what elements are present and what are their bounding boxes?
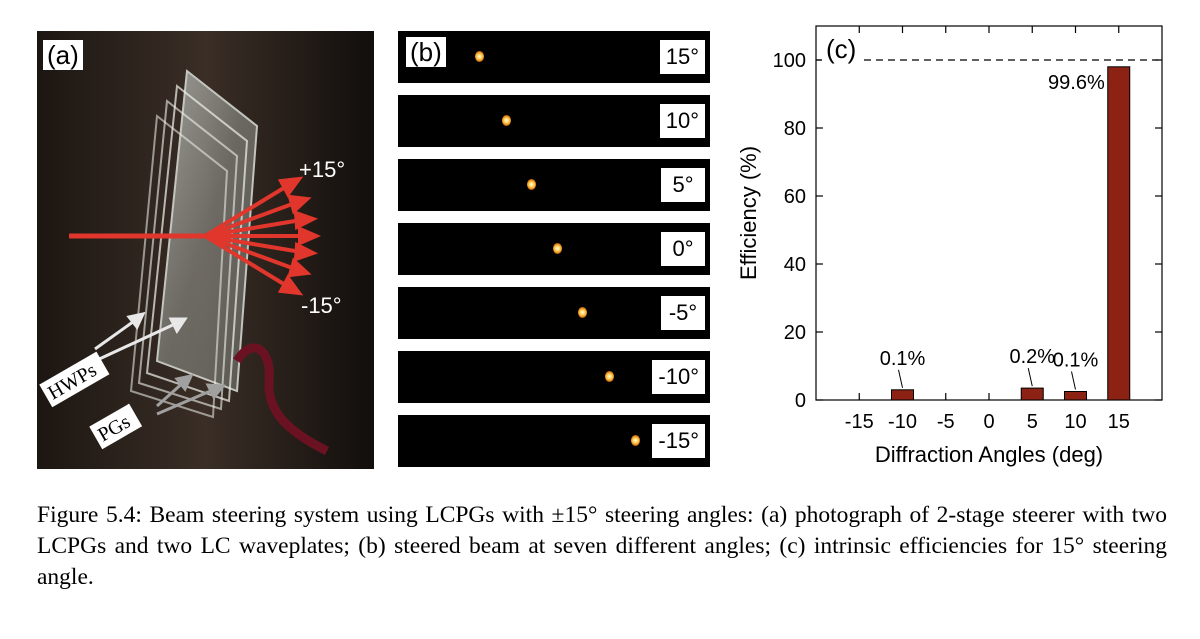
figure-caption: Figure 5.4: Beam steering system using L… (37, 502, 1167, 590)
panel-a-label: (a) (43, 40, 83, 70)
beam-strip: 0° (398, 223, 710, 275)
pg-arrows (156, 373, 227, 416)
beam-strip: -15° (398, 415, 710, 467)
beam-spot (526, 179, 536, 190)
y-axis-label: Efficiency (%) (736, 146, 761, 280)
x-tick-label: -15 (845, 411, 874, 433)
y-tick-label: 60 (784, 186, 806, 208)
angle-label: 15° (659, 40, 705, 74)
bar (1107, 66, 1131, 401)
angle-label: 10° (659, 104, 705, 138)
angle-label: 0° (661, 232, 705, 266)
angle-label: -15° (652, 424, 705, 458)
efficiency-chart: 0 20 40 60 80 100 -15 -10 0.1% -5 0 5 0.2% 10 0.1% 15 99… (736, 25, 1163, 467)
data-label: 0.1% (880, 348, 926, 370)
cable (233, 343, 330, 456)
panel-b-label: (b) (406, 37, 446, 67)
beam-strip: -10° (398, 351, 710, 403)
beam-spot (475, 51, 485, 62)
steered-beams (203, 176, 321, 296)
glass-plate (137, 99, 239, 411)
y-tick-label: 0 (795, 390, 806, 412)
angle-label: -5° (661, 296, 705, 330)
panel-c-label: (c) (826, 34, 856, 64)
bar (1020, 387, 1044, 401)
y-tick-label: 20 (784, 322, 806, 344)
label-leader (1071, 371, 1076, 390)
arrow-bottom-label: -15° (301, 293, 342, 318)
beam-spot (631, 435, 641, 446)
label-leader (1027, 367, 1033, 387)
glass-plate (129, 114, 229, 419)
beam-spot (501, 115, 511, 126)
x-tick-label: -10 (888, 411, 917, 433)
angle-label: -10° (652, 360, 705, 394)
hwp-arrows (94, 311, 188, 363)
beam-spot (578, 307, 588, 318)
bar (1064, 391, 1087, 401)
beam-spot (553, 243, 563, 254)
beam-strip: -5° (398, 287, 710, 339)
data-label: 0.1% (1053, 350, 1099, 372)
y-tick-label: 40 (784, 254, 806, 276)
bar (891, 389, 914, 401)
x-axis-label: Diffraction Angles (deg) (875, 442, 1103, 467)
label-leader (898, 369, 903, 388)
x-tick-label: 10 (1064, 411, 1086, 433)
beam-strip: 15° (398, 31, 710, 83)
x-tick-label: 5 (1027, 411, 1038, 433)
photograph-panel: +15° -15° HWPs PGs (a) (37, 31, 374, 469)
figure: +15° -15° HWPs PGs (a) 15° 10° 5° 0° -5° -10°… (37, 25, 1163, 469)
photograph-illustration: +15° -15° HWPs PGs (37, 31, 374, 469)
beam-spot (604, 371, 614, 382)
y-tick-label: 80 (784, 118, 806, 140)
panel-c-label-bg (822, 34, 862, 64)
data-label: 99.6% (1048, 72, 1105, 94)
x-tick-label: 15 (1108, 411, 1130, 433)
angle-label: 5° (661, 168, 705, 202)
beam-strip: 10° (398, 95, 710, 147)
x-tick-label: 0 (983, 411, 994, 433)
beam-strip: 5° (398, 159, 710, 211)
arrow-top-label: +15° (299, 157, 345, 182)
y-tick-label: 100 (773, 50, 806, 72)
x-tick-label: -5 (937, 411, 955, 433)
glass-plate (145, 84, 249, 403)
data-label: 0.2% (1009, 346, 1055, 368)
